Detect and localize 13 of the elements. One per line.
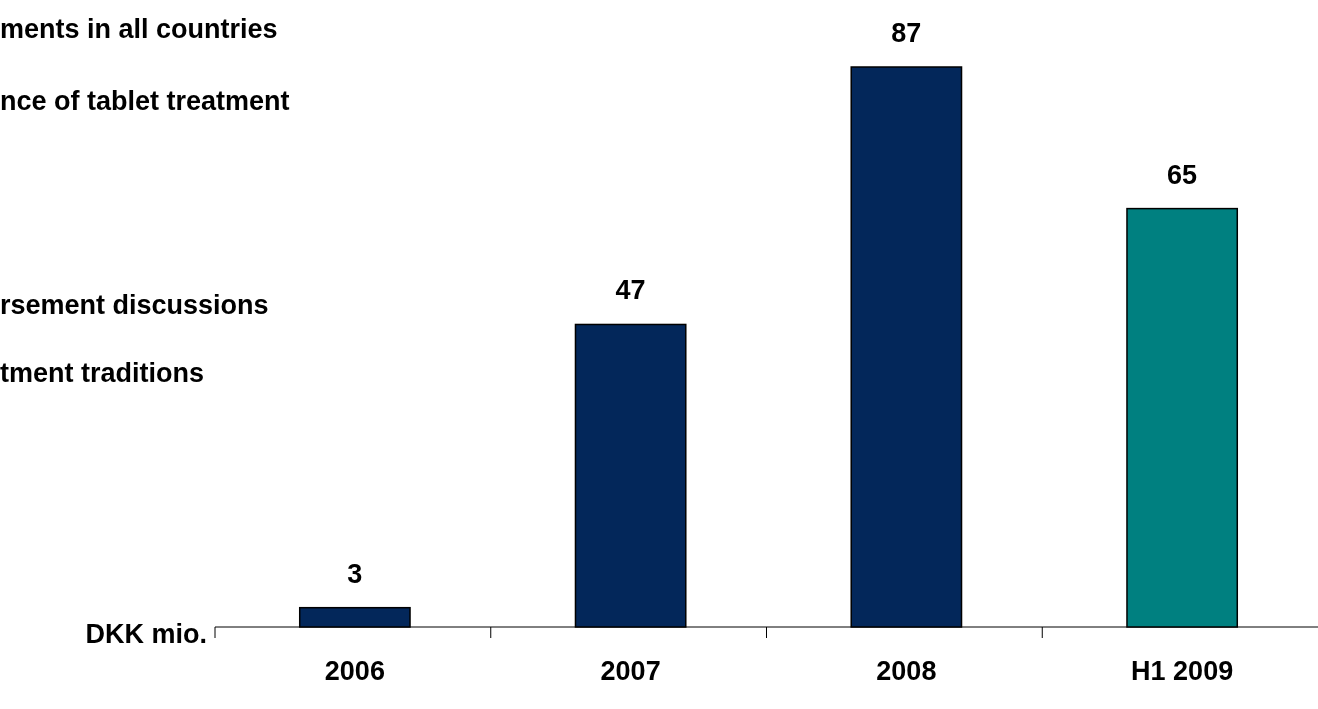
annotation: rsement discussions [0, 290, 269, 320]
x-tick-label: H1 2009 [1131, 656, 1234, 686]
text: ments in all countries [0, 14, 278, 44]
x-tick-label: 2007 [600, 656, 661, 686]
text: tment traditions [0, 358, 205, 388]
data-label: 47 [615, 275, 646, 306]
annotation: nce of tablet treatment [0, 86, 290, 116]
data-label: 87 [891, 18, 922, 48]
data-label: 3 [347, 558, 363, 589]
x-tick-label: 2008 [876, 656, 937, 686]
x-tick-label: 2006 [324, 656, 385, 686]
data-label: 65 [1167, 159, 1198, 190]
y-axis-title: DKK mio. [85, 619, 207, 649]
